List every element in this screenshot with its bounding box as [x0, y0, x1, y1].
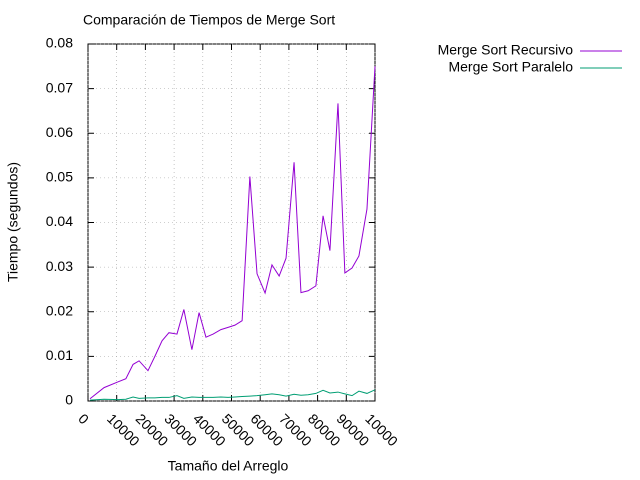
x-tick-label: 0	[75, 410, 92, 427]
x-axis-label: Tamaño del Arreglo	[168, 458, 289, 474]
x-tick-label: 10000	[362, 410, 401, 449]
y-tick-label: 0.08	[46, 35, 73, 51]
y-tick-label: 0.04	[46, 213, 73, 229]
y-tick-label: 0.03	[46, 258, 73, 274]
legend-label: Merge Sort Paralelo	[448, 59, 573, 75]
y-tick-label: 0.01	[46, 347, 73, 363]
y-tick-label: 0	[65, 392, 73, 408]
y-tick-label: 0.07	[46, 79, 73, 95]
chart-title: Comparación de Tiempos de Merge Sort	[83, 12, 335, 28]
y-axis-label: Tiempo (segundos)	[5, 162, 21, 282]
legend-label: Merge Sort Recursivo	[438, 42, 574, 58]
data-line	[89, 389, 376, 401]
data-line	[89, 66, 376, 400]
y-tick-label: 0.06	[46, 124, 73, 140]
y-tick-label: 0.05	[46, 169, 73, 185]
y-tick-label: 0.02	[46, 302, 73, 318]
